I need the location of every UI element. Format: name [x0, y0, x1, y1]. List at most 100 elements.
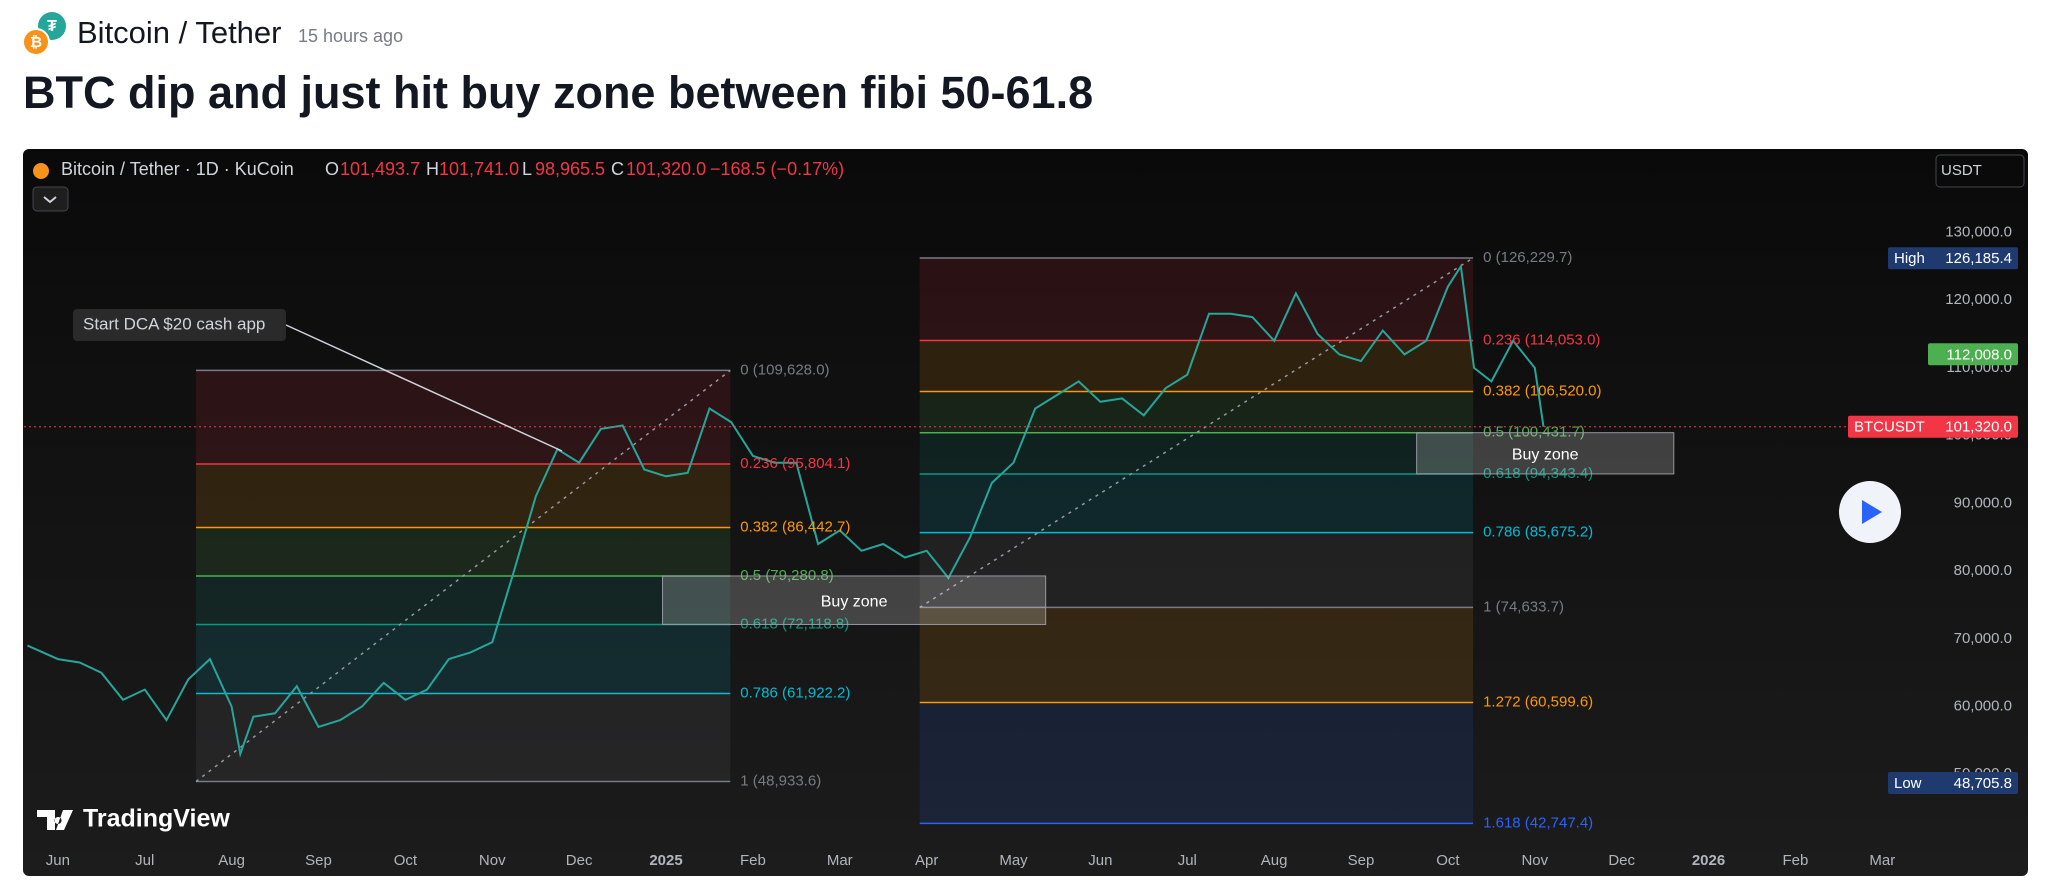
price-tag-value: 48,705.8 — [1954, 775, 2012, 792]
plot — [27, 257, 1545, 825]
ohlc-value: 101,320.0 — [626, 159, 706, 179]
play-icon — [1862, 500, 1882, 524]
x-tick-label: Aug — [1261, 852, 1288, 869]
svg-text:₿: ₿ — [30, 34, 42, 51]
y-tick-label: 70,000.0 — [1954, 630, 2012, 647]
buy-zone — [662, 575, 1047, 625]
x-tick-label: Aug — [218, 852, 245, 869]
x-tick-label: Jun — [46, 852, 70, 869]
x-tick-label: Mar — [827, 852, 853, 869]
x-tick-label: Feb — [740, 852, 766, 869]
annotation-pointer — [285, 324, 563, 452]
price-tag — [1888, 247, 2018, 270]
price-tag — [1888, 772, 2018, 795]
fib-label: 0.236 (95,804.1) — [740, 455, 850, 472]
fib-label: 0 (109,628.0) — [740, 361, 829, 378]
fib-label: 0.5 (79,280.8) — [740, 567, 833, 584]
symbol-icon — [33, 163, 49, 179]
logo-text: TradingView — [83, 805, 230, 833]
buy-zone-label: Buy zone — [821, 593, 888, 610]
fib-label: 0.5 (100,431.7) — [1483, 424, 1585, 441]
fib-band — [196, 693, 731, 782]
x-tick-label: May — [999, 852, 1028, 869]
change: −168.5 (−0.17%) — [710, 159, 844, 179]
fib-label: 1 (74,633.7) — [1483, 598, 1564, 615]
fib-band — [919, 432, 1474, 474]
ohlc-value: 98,965.5 — [535, 159, 605, 179]
x-tick-label: Jun — [1088, 852, 1112, 869]
annotation: Start DCA $20 cash app — [83, 314, 265, 333]
x-tick-label: 2025 — [649, 852, 682, 869]
y-tick-label: 130,000.0 — [1945, 223, 2012, 240]
symbol[interactable]: Bitcoin / Tether — [77, 15, 281, 50]
fib-band — [919, 607, 1474, 703]
y-tick-label: 90,000.0 — [1954, 494, 2012, 511]
x-tick-label: Oct — [1436, 852, 1460, 869]
fib-label: 0 (126,229.7) — [1483, 249, 1572, 266]
x-tick-label: Oct — [394, 852, 418, 869]
fib-band — [196, 527, 731, 576]
price-tag-name: Low — [1894, 775, 1922, 792]
x-tick-label: Nov — [479, 852, 506, 869]
fib-label: 0.618 (72,118.8) — [740, 615, 849, 632]
ohlc-key: L — [522, 159, 532, 179]
x-tick-label: Nov — [1521, 852, 1548, 869]
price-tag-name: High — [1894, 250, 1925, 267]
x-tick-label: Apr — [915, 852, 938, 869]
fib-band — [919, 532, 1474, 608]
svg-text:₮: ₮ — [47, 18, 57, 35]
time-ago: 15 hours ago — [298, 26, 403, 46]
x-tick-label: Feb — [1782, 852, 1808, 869]
idea-title: BTC dip and just hit buy zone between fi… — [23, 67, 1093, 118]
x-tick-label: Jul — [1178, 852, 1197, 869]
chevron — [43, 196, 57, 204]
fib-band — [196, 575, 731, 625]
price-tag-value: 126,185.4 — [1945, 250, 2012, 267]
chart-legend: Bitcoin / Tether · 1D · KuCoin — [61, 159, 294, 179]
x-tick-label: Jul — [135, 852, 154, 869]
buy-zone — [1416, 432, 1675, 475]
price-tag — [1928, 343, 2018, 366]
collapse-button[interactable] — [32, 186, 69, 212]
ohlc-value: 101,493.7 — [340, 159, 420, 179]
fib-band — [196, 624, 731, 694]
currency-box[interactable] — [1935, 154, 2025, 188]
y-tick-label: 120,000.0 — [1945, 291, 2012, 308]
fib-band — [196, 370, 731, 465]
ohlc-key: O — [325, 159, 339, 179]
price-line — [27, 263, 1545, 758]
price-tag — [1848, 415, 2018, 438]
ohlc-key: H — [426, 159, 439, 179]
currency: USDT — [1941, 162, 1982, 179]
annotation-box — [73, 309, 286, 341]
y-tick-label: 60,000.0 — [1954, 698, 2012, 715]
fib-label: 1 (48,933.6) — [740, 772, 821, 789]
x-tick-label: Dec — [566, 852, 593, 869]
price-tag-value: 112,008.0 — [1946, 346, 2012, 363]
price-tag-value: 101,320.0 — [1945, 419, 2012, 436]
logo — [37, 810, 73, 830]
ohlc-value: 101,741.0 — [439, 159, 519, 179]
y-tick-label: 80,000.0 — [1954, 562, 2012, 579]
fib-band — [919, 391, 1474, 433]
fib-label: 0.618 (94,343.4) — [1483, 465, 1593, 482]
x-tick-label: Dec — [1608, 852, 1635, 869]
fib-label: 1.618 (42,747.4) — [1483, 814, 1593, 831]
x-tick-label: 2026 — [1692, 852, 1725, 869]
overlay: 0 (109,628.0) 0.236 (95,804.1) 0.382 (86,4… — [24, 223, 2018, 869]
trend-line — [195, 369, 731, 783]
x-tick-label: Sep — [1348, 852, 1375, 869]
x-tick-label: Mar — [1869, 852, 1895, 869]
fib-band — [919, 702, 1474, 824]
fib-label: 1.272 (60,599.6) — [1483, 693, 1593, 710]
fib-band — [919, 257, 1474, 341]
fib-label: 0.236 (114,053.0) — [1483, 331, 1600, 348]
price-tag-name: BTCUSDT — [1854, 419, 1925, 436]
fib-label: 0.786 (61,922.2) — [740, 684, 850, 701]
fib-band — [919, 473, 1474, 533]
trend-line — [919, 257, 1474, 609]
x-tick-label: Sep — [305, 852, 332, 869]
avatar: ₮ ₿ — [22, 12, 66, 56]
fib-label: 0.786 (85,675.2) — [1483, 524, 1593, 541]
